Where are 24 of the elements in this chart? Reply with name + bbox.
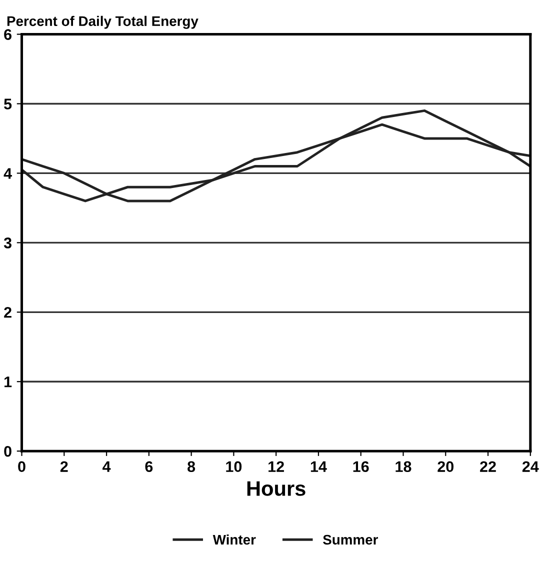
x-tick-label: 12 — [268, 461, 284, 472]
x-tick-label: 18 — [396, 461, 412, 472]
y-tick-label: 1 — [4, 376, 12, 388]
chart-title: Percent of Daily Total Energy — [7, 16, 198, 29]
x-tick-label: 20 — [438, 461, 454, 472]
y-tick-label: 2 — [4, 307, 12, 318]
y-tick-label: 3 — [4, 238, 12, 248]
x-tick-label: 6 — [145, 461, 153, 472]
y-tick-label: 0 — [4, 446, 12, 457]
y-tick-label: 6 — [4, 29, 12, 40]
x-tick-label: 10 — [226, 461, 242, 472]
legend-label: Winter — [212, 534, 256, 545]
x-tick-label: 22 — [480, 461, 496, 472]
y-tick-label: 5 — [4, 98, 12, 110]
x-tick-label: 2 — [60, 461, 68, 472]
y-tick-label: 4 — [4, 168, 12, 179]
x-tick-label: 4 — [102, 461, 111, 472]
legend-label: Summer — [323, 534, 378, 545]
x-tick-label: 0 — [18, 461, 26, 472]
x-tick-label: 24 — [522, 461, 539, 472]
x-tick-label: 16 — [353, 461, 369, 472]
x-tick-label: 14 — [310, 461, 327, 472]
x-axis-title: Hours — [247, 481, 306, 496]
x-tick-label: 8 — [188, 461, 196, 472]
